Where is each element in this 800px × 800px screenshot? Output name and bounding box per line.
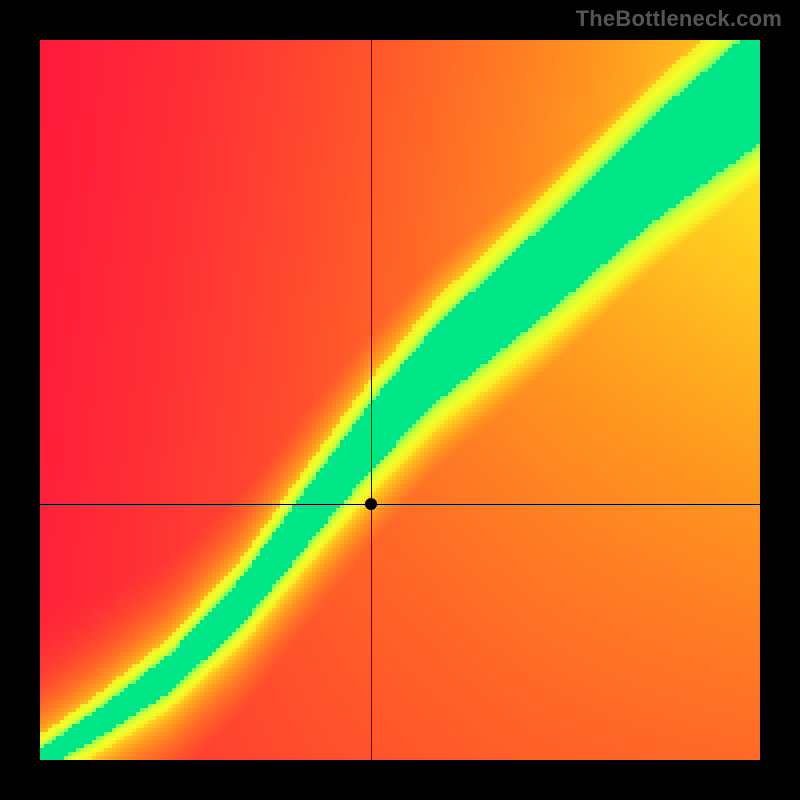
figure-container: TheBottleneck.com xyxy=(0,0,800,800)
crosshair-horizontal xyxy=(40,504,760,505)
bottleneck-heatmap xyxy=(40,40,760,760)
crosshair-vertical xyxy=(371,40,372,760)
watermark-text: TheBottleneck.com xyxy=(576,6,782,32)
plot-area xyxy=(40,40,760,760)
